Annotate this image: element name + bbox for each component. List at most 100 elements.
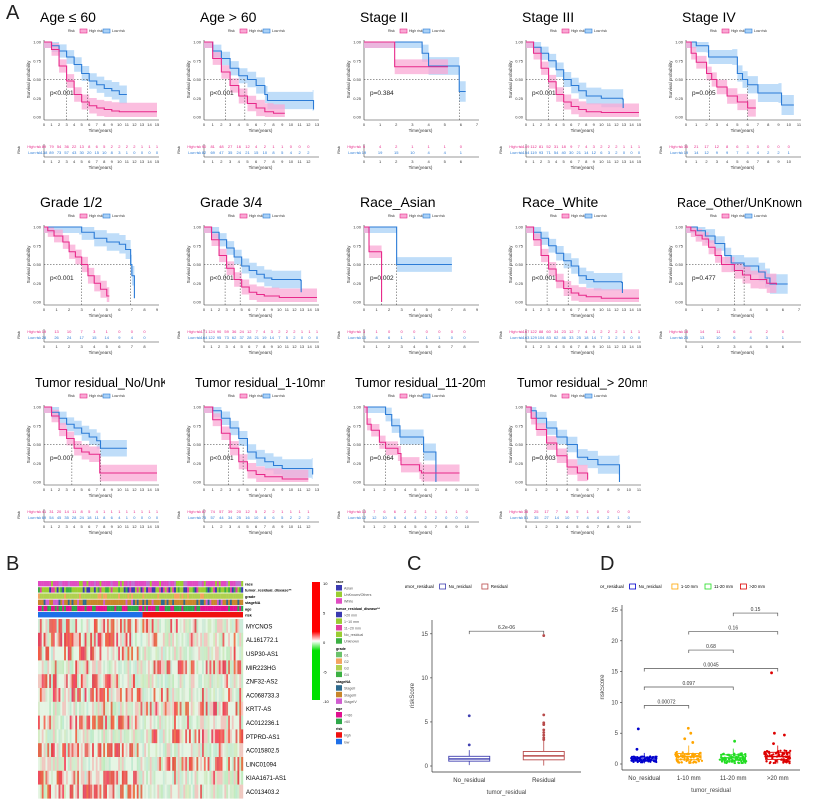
heatmap-cell xyxy=(90,646,93,661)
survival-curve-high-risk xyxy=(526,41,639,114)
annotation-cell xyxy=(129,593,132,599)
heatmap-cell xyxy=(196,770,199,785)
heatmap-cell xyxy=(216,770,219,785)
heatmap-cell xyxy=(175,674,178,689)
heatmap-cell xyxy=(159,784,162,799)
y-tick-label: 0.50 xyxy=(33,262,42,267)
legend-item-label: >60 xyxy=(344,720,350,724)
heatmap-cell xyxy=(164,770,167,785)
jitter-point xyxy=(685,759,688,763)
risk-row-high-label: High risk xyxy=(27,330,41,334)
km-panel-title: Race_Other/UnKnown xyxy=(677,196,802,210)
heatmap-cell xyxy=(161,770,164,785)
risk-x-tick: 11 xyxy=(607,344,612,349)
heatmap-cell xyxy=(215,757,218,771)
y-tick-label: 0.50 xyxy=(193,262,202,267)
heatmap-cell xyxy=(216,757,219,771)
heatmap-cell xyxy=(123,784,126,799)
heatmap-cell xyxy=(86,743,89,758)
heatmap-cell xyxy=(203,729,206,744)
annotation-cell xyxy=(153,593,156,599)
annotation-cell xyxy=(108,599,111,605)
annotation-cell xyxy=(114,599,117,605)
annotation-cell xyxy=(239,599,242,605)
heatmap-cell xyxy=(99,757,102,771)
heatmap-cell xyxy=(114,743,117,758)
risk-table-ylabel: Risk xyxy=(16,331,21,339)
x-axis-label: Time(years) xyxy=(571,493,595,498)
y-tick-label: 0.50 xyxy=(675,77,684,82)
heatmap-cell xyxy=(142,660,145,675)
heatmap-cell xyxy=(82,715,85,730)
risk-x-tick: 11 xyxy=(125,524,130,529)
x-tick-label: 1-10 mm xyxy=(677,776,701,782)
survival-curve-low-risk xyxy=(204,406,314,475)
annotation-cell xyxy=(179,599,182,605)
annotation-cell xyxy=(181,581,184,587)
heatmap-cell xyxy=(168,688,171,702)
heatmap-cell xyxy=(99,743,102,758)
annotation-cell xyxy=(198,593,201,599)
x-tick-label: 11 xyxy=(125,487,130,492)
annotation-cell xyxy=(211,587,214,593)
heatmap-cell xyxy=(215,784,218,799)
heatmap-cell xyxy=(198,632,201,647)
heatmap-cell xyxy=(196,743,199,758)
heatmap-cell xyxy=(237,770,240,785)
heatmap-cell xyxy=(146,715,149,730)
risk-count-high: 1 xyxy=(455,509,458,514)
x-tick-label: 2 xyxy=(388,307,391,312)
x-tick-label: 9 xyxy=(476,307,479,312)
ci-band-low-risk xyxy=(364,227,452,275)
heatmap-cell xyxy=(88,757,91,771)
heatmap-cell xyxy=(161,729,164,744)
heatmap-cell xyxy=(38,688,41,702)
jitter-point xyxy=(680,761,683,764)
annotation-cell xyxy=(181,599,184,605)
heatmap-cell xyxy=(239,701,242,716)
heatmap-cell xyxy=(101,646,104,661)
risk-count-high: 0 xyxy=(617,509,620,514)
heatmap-cell xyxy=(39,660,42,675)
y-tick-label: 0.50 xyxy=(33,77,42,82)
annotation-cell xyxy=(120,593,123,599)
risk-x-tick: 10 xyxy=(117,524,122,529)
panel-label-b: B xyxy=(6,553,20,575)
risk-x-tick: 6 xyxy=(118,344,121,349)
heatmap-cell xyxy=(224,743,227,758)
annotation-cell xyxy=(49,587,52,593)
risk-count-high: 16 xyxy=(237,144,242,149)
annotation-cell xyxy=(174,587,177,593)
heatmap-cell xyxy=(114,632,117,647)
risk-count-low: 16 xyxy=(245,515,250,520)
annotation-cell xyxy=(90,581,93,587)
heatmap-cell xyxy=(155,619,158,633)
risk-row-high-label: High risk xyxy=(27,510,41,514)
heatmap-cell xyxy=(138,784,141,799)
annotation-cell xyxy=(218,599,221,605)
x-tick-label: 5 xyxy=(106,307,109,312)
heatmap-cell xyxy=(58,784,61,799)
heatmap-cell xyxy=(190,757,193,771)
heatmap-cell xyxy=(120,757,123,771)
annotation-cell xyxy=(77,599,80,605)
annotation-cell xyxy=(54,593,57,599)
heatmap-cell xyxy=(216,660,219,675)
x-tick-label: 4 xyxy=(404,487,407,492)
heatmap-cell xyxy=(168,619,171,633)
heatmap-cell xyxy=(54,701,57,716)
heatmap-cell xyxy=(65,784,69,799)
heatmap-cell xyxy=(207,688,210,702)
heatmap-cell xyxy=(69,701,72,716)
heatmap-cell xyxy=(229,646,233,661)
legend-high-label: High risk xyxy=(89,214,103,218)
risk-count-high: 0 xyxy=(298,144,301,149)
ci-band-low-risk xyxy=(204,407,313,482)
heatmap-cell xyxy=(157,619,160,633)
risk-row-high-label: High risk xyxy=(509,330,523,334)
annotation-cell xyxy=(228,605,231,612)
heatmap-cell xyxy=(231,784,234,799)
heatmap-cell xyxy=(233,729,236,744)
heatmap-cell xyxy=(45,646,48,661)
x-tick-label: 6 xyxy=(118,307,121,312)
